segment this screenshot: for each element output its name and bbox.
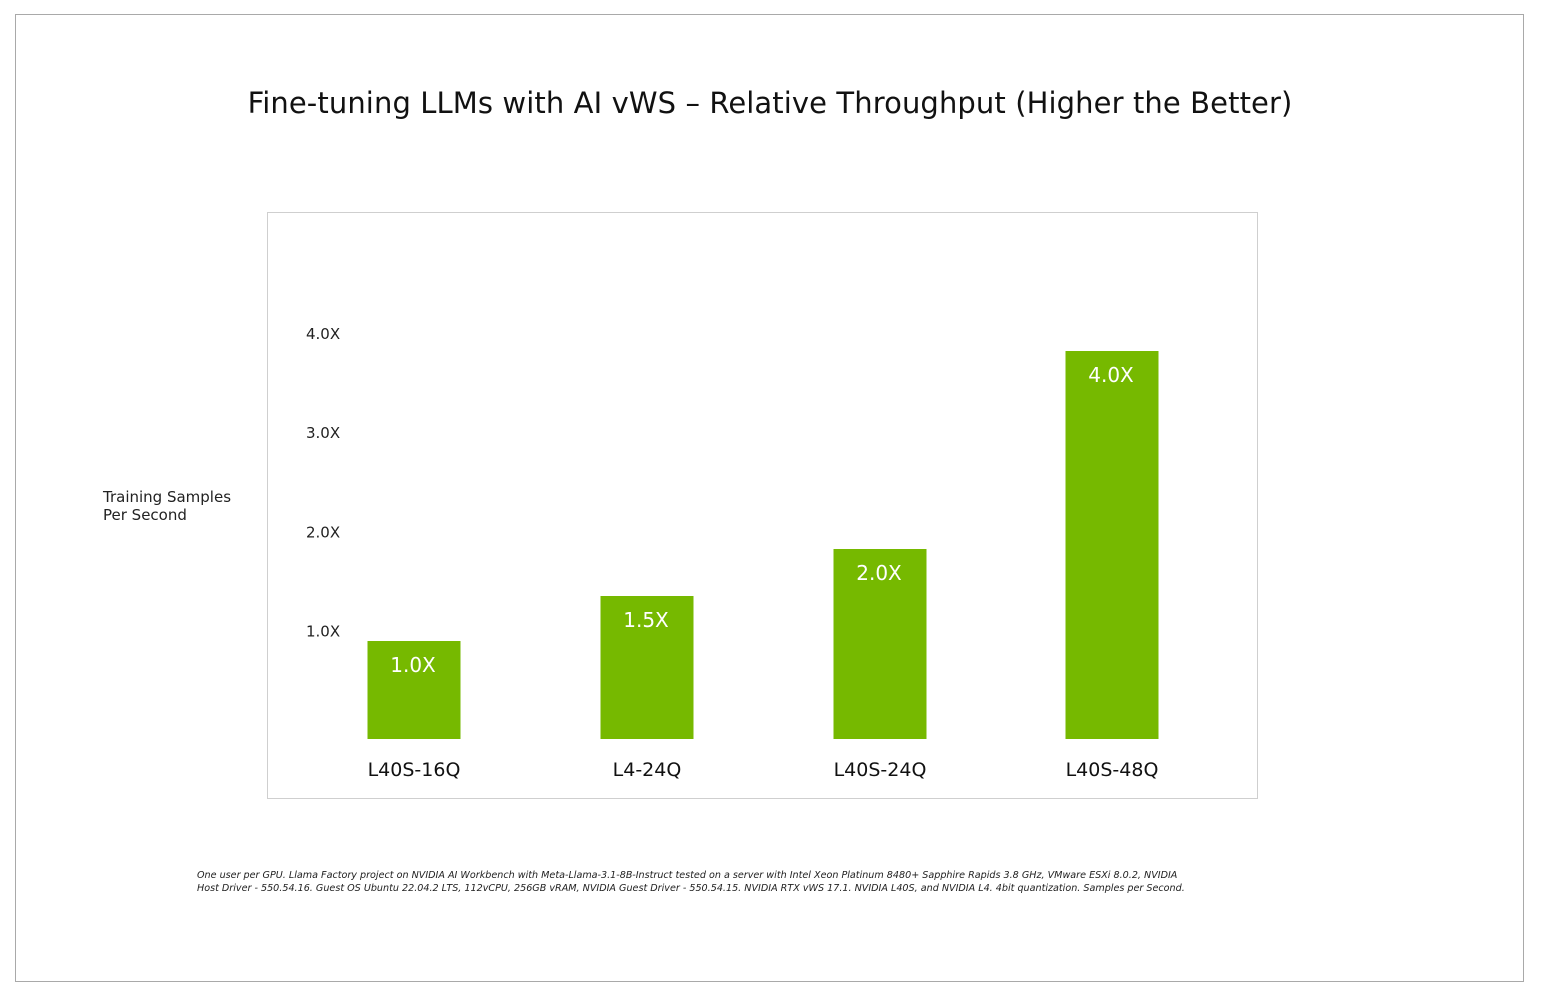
x-tick-label: L4-24Q (613, 759, 682, 781)
y-tick-label: 1.0X (306, 623, 340, 641)
x-tick-label: L40S-48Q (1066, 759, 1159, 781)
y-tick-label: 2.0X (306, 523, 340, 541)
x-tick-label: L40S-16Q (368, 759, 461, 781)
data-label: 4.0X (1088, 363, 1134, 387)
bars (367, 351, 1159, 739)
y-axis-label: Training Samples Per Second (103, 488, 231, 524)
y-tick-labels: 1.0X 2.0X 3.0X 4.0X (306, 325, 340, 641)
y-tick-label: 3.0X (306, 424, 340, 442)
footnote-line-2: Host Driver - 550.54.16. Guest OS Ubuntu… (197, 883, 1185, 894)
bar (600, 596, 694, 739)
y-axis-label-line-2: Per Second (103, 506, 187, 524)
figure-frame (15, 14, 1524, 982)
data-label: 2.0X (856, 561, 902, 585)
bar (1065, 351, 1159, 739)
footnote-line-1: One user per GPU. Llama Factory project … (197, 870, 1178, 881)
y-axis-label-line-1: Training Samples (103, 488, 232, 506)
x-tick-label: L40S-24Q (834, 759, 927, 781)
bar (367, 641, 461, 739)
y-tick-label: 4.0X (306, 325, 340, 343)
plot-area (267, 212, 1258, 799)
footnote: One user per GPU. Llama Factory project … (197, 869, 1347, 895)
bar (833, 549, 927, 739)
chart-title: Fine-tuning LLMs with AI vWS – Relative … (247, 86, 1293, 120)
x-tick-labels: L40S-16Q L4-24Q L40S-24Q L40S-48Q (368, 759, 1159, 781)
data-labels: 1.0X 1.5X 2.0X 4.0X (390, 363, 1134, 677)
data-label: 1.5X (623, 608, 669, 632)
data-label: 1.0X (390, 653, 436, 677)
